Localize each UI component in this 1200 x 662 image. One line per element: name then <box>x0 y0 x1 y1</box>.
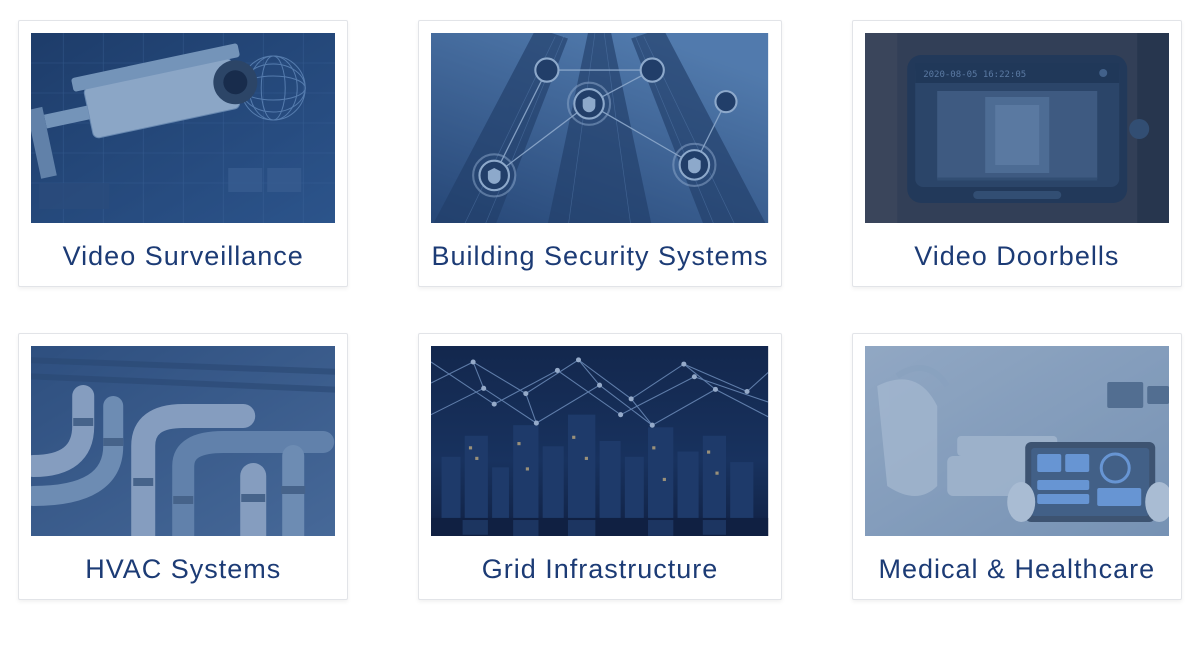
card-title: Medical & Healthcare <box>878 554 1155 585</box>
card-medical-healthcare[interactable]: Medical & Healthcare <box>852 333 1182 600</box>
card-grid: Video Surveillance <box>18 20 1182 600</box>
thumb-video-doorbells: 2020-08-05 16:22:05 <box>865 33 1169 223</box>
card-title: Grid Infrastructure <box>482 554 719 585</box>
thumb-hvac-systems <box>31 346 335 536</box>
thumb-building-security <box>431 33 768 223</box>
card-building-security[interactable]: Building Security Systems <box>418 20 781 287</box>
card-title: Building Security Systems <box>431 241 768 272</box>
thumb-grid-infrastructure <box>431 346 768 536</box>
card-title: Video Doorbells <box>914 241 1119 272</box>
card-video-doorbells[interactable]: 2020-08-05 16:22:05 Video Doorbells <box>852 20 1182 287</box>
card-hvac-systems[interactable]: HVAC Systems <box>18 333 348 600</box>
thumb-medical-healthcare <box>865 346 1169 536</box>
card-title: HVAC Systems <box>85 554 281 585</box>
card-video-surveillance[interactable]: Video Surveillance <box>18 20 348 287</box>
card-grid-infrastructure[interactable]: Grid Infrastructure <box>418 333 781 600</box>
thumb-video-surveillance <box>31 33 335 223</box>
card-title: Video Surveillance <box>63 241 304 272</box>
